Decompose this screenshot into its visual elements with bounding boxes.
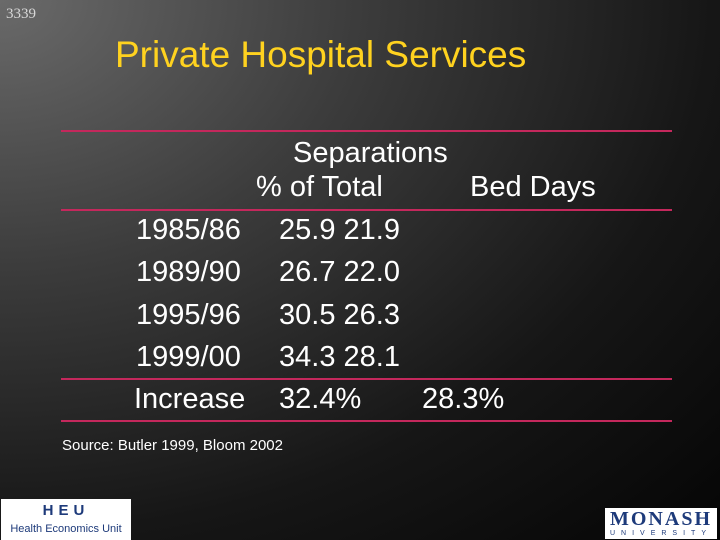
row-label-1995: 1995/96 xyxy=(136,299,241,331)
increase-separations: 32.4% xyxy=(279,383,362,415)
table-increase-rule xyxy=(61,378,672,380)
header-separations: Separations xyxy=(293,137,448,169)
row-values-1989: 26.7 22.0 xyxy=(279,256,400,288)
slide-number: 3339 xyxy=(6,6,36,22)
row-values-1999: 34.3 28.1 xyxy=(279,341,400,373)
slide-title: Private Hospital Services xyxy=(115,34,527,75)
monash-logo-subtitle: UNIVERSITY xyxy=(609,530,712,537)
monash-logo-name: MONASH xyxy=(610,508,712,530)
heu-logo-name: Health Economics Unit xyxy=(10,523,122,535)
heu-logo-mark: HEU xyxy=(42,502,90,519)
source-note: Source: Butler 1999, Bloom 2002 xyxy=(62,437,283,454)
row-values-1985: 25.9 21.9 xyxy=(279,214,400,246)
increase-bed-days: 28.3% xyxy=(422,383,505,415)
header-bed-days: Bed Days xyxy=(470,171,596,203)
row-label-1985: 1985/86 xyxy=(136,214,241,246)
increase-label: Increase xyxy=(134,383,246,415)
table-header-rule xyxy=(61,209,672,211)
row-values-1995: 30.5 26.3 xyxy=(279,299,400,331)
header-percent-total: % of Total xyxy=(256,171,383,203)
row-label-1989: 1989/90 xyxy=(136,256,241,288)
monash-logo: MONASH UNIVERSITY xyxy=(605,508,717,539)
row-label-1999: 1999/00 xyxy=(136,341,241,373)
table-top-rule xyxy=(61,130,672,132)
table-bottom-rule xyxy=(61,420,672,422)
heu-logo: HEU Health Economics Unit xyxy=(1,499,131,540)
